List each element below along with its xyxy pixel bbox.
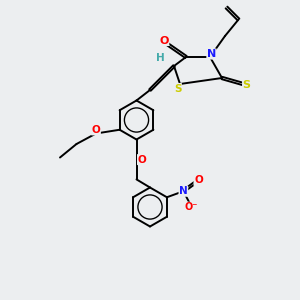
Text: S: S	[243, 80, 250, 91]
Text: O: O	[137, 154, 146, 165]
Text: O⁻: O⁻	[184, 202, 198, 212]
Text: O: O	[92, 125, 100, 135]
Text: O: O	[194, 176, 203, 185]
Text: N: N	[179, 186, 188, 196]
Text: S: S	[174, 83, 181, 94]
Text: N: N	[207, 49, 216, 59]
Text: O: O	[159, 35, 169, 46]
Text: H: H	[156, 53, 165, 64]
